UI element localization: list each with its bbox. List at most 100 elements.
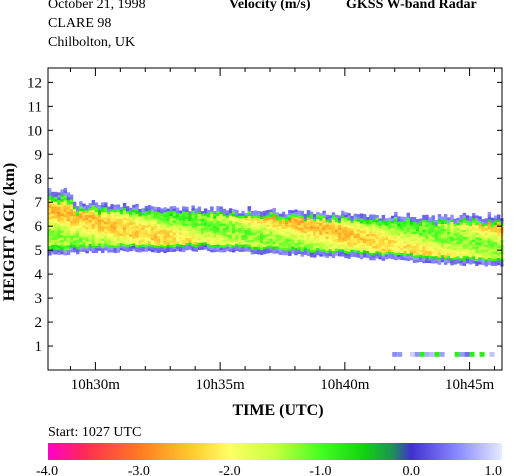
velocity-cell: [231, 211, 236, 215]
velocity-cell: [272, 212, 276, 216]
velocity-cell: [57, 204, 61, 208]
velocity-cell: [241, 237, 245, 240]
velocity-cell: [48, 214, 52, 218]
velocity-cell: [497, 238, 501, 242]
velocity-cell: [48, 202, 52, 206]
velocity-cell: [422, 253, 426, 257]
velocity-cell: [412, 250, 417, 254]
velocity-cell: [378, 225, 382, 229]
velocity-cell: [344, 224, 348, 227]
velocity-cell: [481, 245, 485, 249]
velocity-cell: [97, 231, 102, 235]
velocity-cell: [166, 213, 170, 217]
velocity-cell: [66, 197, 71, 200]
velocity-cell: [456, 253, 460, 257]
velocity-cell: [306, 234, 311, 237]
velocity-cell: [94, 245, 99, 249]
velocity-cell: [319, 249, 323, 252]
velocity-cell: [381, 217, 386, 221]
velocity-cell: [303, 223, 308, 227]
velocity-cell: [48, 236, 52, 239]
velocity-cell: [353, 213, 357, 217]
velocity-cell: [244, 222, 248, 226]
velocity-cell: [263, 251, 267, 255]
velocity-cell: [440, 242, 445, 246]
velocity-cell: [191, 234, 195, 237]
velocity-cell: [178, 215, 183, 219]
velocity-cell: [182, 232, 186, 236]
velocity-cell: [222, 232, 227, 236]
velocity-cell: [66, 237, 71, 241]
velocity-cell: [459, 234, 464, 237]
velocity-cell: [334, 214, 339, 218]
velocity-cell: [281, 233, 286, 236]
velocity-cell: [291, 215, 295, 218]
velocity-cell: [375, 253, 379, 257]
velocity-cell: [194, 239, 198, 243]
velocity-cell: [231, 218, 236, 222]
velocity-cell: [462, 241, 467, 245]
velocity-cell: [281, 228, 286, 232]
velocity-cell: [288, 234, 292, 237]
velocity-cell: [272, 207, 276, 211]
velocity-cell: [465, 232, 470, 235]
velocity-cell: [278, 225, 283, 229]
velocity-cell: [231, 249, 236, 253]
velocity-cell: [475, 260, 479, 264]
plot-frame: [47, 67, 503, 371]
velocity-cell: [350, 249, 354, 253]
velocity-cell: [319, 234, 323, 238]
velocity-cell: [91, 219, 96, 222]
velocity-cell: [107, 213, 111, 217]
velocity-cell: [334, 219, 339, 223]
velocity-cell: [269, 221, 273, 225]
velocity-cell: [97, 212, 102, 215]
velocity-cell: [260, 223, 264, 227]
velocity-cell: [235, 241, 239, 244]
x-tick-label: 10h30m: [71, 377, 121, 393]
velocity-cell: [294, 252, 298, 256]
velocity-cell: [207, 243, 211, 247]
velocity-cell: [188, 216, 192, 219]
velocity-cell: [322, 213, 326, 216]
velocity-cell: [344, 243, 348, 247]
velocity-cell: [478, 254, 482, 258]
velocity-cell: [297, 248, 301, 252]
velocity-cell: [110, 206, 114, 210]
velocity-cell: [284, 247, 289, 251]
velocity-cell: [228, 232, 233, 235]
velocity-cell: [147, 241, 152, 244]
velocity-cell: [412, 240, 417, 244]
velocity-cell: [197, 237, 202, 241]
velocity-cell: [472, 227, 476, 231]
velocity-cell: [216, 232, 220, 236]
velocity-cell: [375, 227, 379, 230]
velocity-cell: [154, 211, 158, 215]
velocity-cell: [444, 252, 448, 256]
velocity-cell: [185, 233, 189, 236]
velocity-cell: [269, 242, 273, 246]
velocity-cell: [191, 248, 195, 252]
velocity-cell: [356, 226, 361, 229]
velocity-cell: [235, 217, 239, 220]
velocity-cell: [225, 212, 230, 216]
velocity-cell: [478, 221, 482, 224]
velocity-cell: [119, 242, 124, 246]
velocity-cell: [104, 216, 108, 220]
velocity-cell: [384, 230, 389, 233]
velocity-cell: [465, 248, 470, 252]
velocity-cell: [372, 224, 376, 227]
velocity-cell: [316, 216, 320, 220]
velocity-cell: [107, 221, 111, 224]
velocity-cell: [434, 222, 439, 226]
velocity-cell: [116, 245, 121, 248]
velocity-cell: [378, 223, 382, 226]
velocity-cell: [347, 253, 351, 257]
velocity-cell: [337, 217, 342, 221]
velocity-cell: [241, 217, 245, 221]
velocity-cell: [235, 248, 239, 251]
velocity-cell: [328, 251, 333, 254]
velocity-cell: [297, 234, 301, 238]
velocity-cell: [444, 262, 448, 265]
velocity-cell: [275, 212, 280, 216]
